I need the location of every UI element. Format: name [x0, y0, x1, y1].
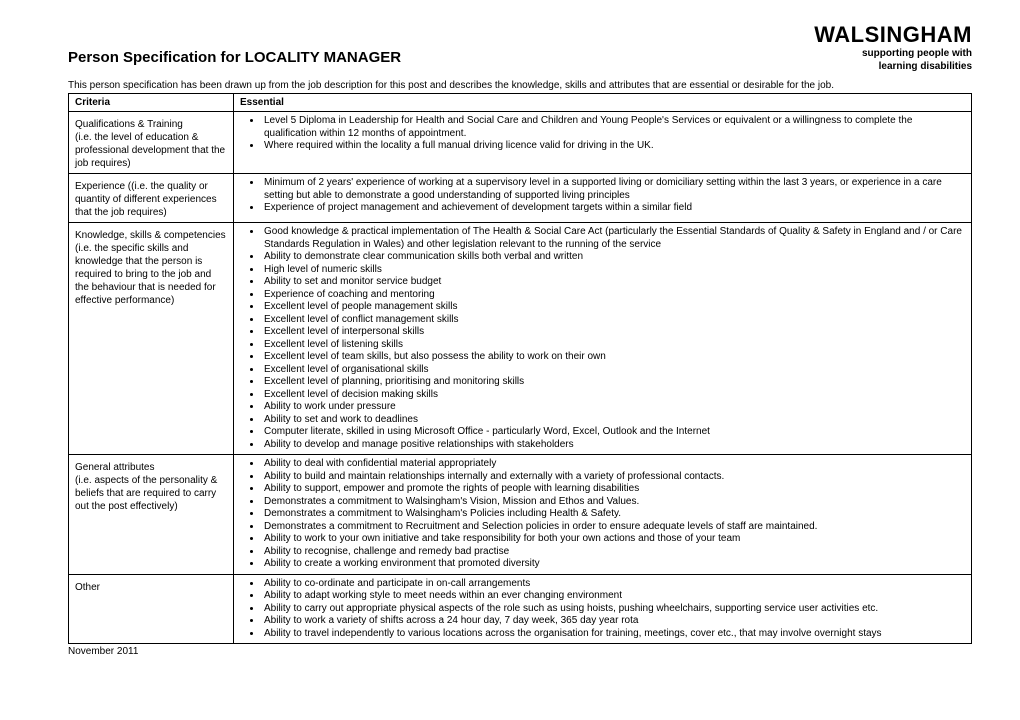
list-item: Ability to work under pressure	[262, 401, 965, 414]
logo-tagline-1: supporting people with	[814, 48, 972, 59]
logo-name: WALSINGHAM	[814, 24, 972, 46]
intro-text: This person specification has been drawn…	[68, 80, 972, 91]
table-row: General attributes(i.e. aspects of the p…	[69, 455, 972, 575]
list-item: High level of numeric skills	[262, 264, 965, 277]
list-item: Excellent level of planning, prioritisin…	[262, 376, 965, 389]
list-item: Level 5 Diploma in Leadership for Health…	[262, 115, 965, 140]
list-item: Ability to co-ordinate and participate i…	[262, 578, 965, 591]
list-item: Ability to demonstrate clear communicati…	[262, 251, 965, 264]
page-title: Person Specification for LOCALITY MANAGE…	[68, 49, 401, 72]
list-item: Excellent level of listening skills	[262, 339, 965, 352]
list-item: Ability to build and maintain relationsh…	[262, 471, 965, 484]
spec-table: Criteria Essential Qualifications & Trai…	[68, 93, 972, 644]
criteria-cell: Experience ((i.e. the quality or quantit…	[69, 174, 234, 223]
list-item: Ability to adapt working style to meet n…	[262, 590, 965, 603]
list-item: Excellent level of decision making skill…	[262, 389, 965, 402]
list-item: Ability to develop and manage positive r…	[262, 439, 965, 452]
list-item: Demonstrates a commitment to Recruitment…	[262, 521, 965, 534]
criteria-cell: General attributes(i.e. aspects of the p…	[69, 455, 234, 575]
list-item: Ability to work a variety of shifts acro…	[262, 615, 965, 628]
footer-date: November 2011	[68, 646, 972, 657]
list-item: Ability to travel independently to vario…	[262, 628, 965, 641]
table-row: Experience ((i.e. the quality or quantit…	[69, 174, 972, 223]
list-item: Excellent level of conflict management s…	[262, 314, 965, 327]
list-item: Experience of coaching and mentoring	[262, 289, 965, 302]
essential-cell: Good knowledge & practical implementatio…	[234, 223, 972, 455]
table-row: Other Ability to co-ordinate and particip…	[69, 574, 972, 644]
essential-list: Minimum of 2 years' experience of workin…	[240, 177, 965, 215]
criteria-cell: Other	[69, 574, 234, 644]
list-item: Excellent level of organisational skills	[262, 364, 965, 377]
list-item: Experience of project management and ach…	[262, 202, 965, 215]
logo: WALSINGHAM supporting people with learni…	[814, 24, 972, 72]
table-head-row: Criteria Essential	[69, 94, 972, 112]
list-item: Excellent level of interpersonal skills	[262, 326, 965, 339]
list-item: Ability to work to your own initiative a…	[262, 533, 965, 546]
list-item: Ability to create a working environment …	[262, 558, 965, 571]
list-item: Demonstrates a commitment to Walsingham'…	[262, 496, 965, 509]
essential-list: Ability to deal with confidential materi…	[240, 458, 965, 571]
essential-list: Level 5 Diploma in Leadership for Health…	[240, 115, 965, 153]
essential-cell: Level 5 Diploma in Leadership for Health…	[234, 112, 972, 174]
table-row: Knowledge, skills & competencies (i.e. t…	[69, 223, 972, 455]
list-item: Ability to set and work to deadlines	[262, 414, 965, 427]
list-item: Ability to deal with confidential materi…	[262, 458, 965, 471]
list-item: Ability to support, empower and promote …	[262, 483, 965, 496]
list-item: Ability to recognise, challenge and reme…	[262, 546, 965, 559]
list-item: Minimum of 2 years' experience of workin…	[262, 177, 965, 202]
list-item: Excellent level of team skills, but also…	[262, 351, 965, 364]
list-item: Demonstrates a commitment to Walsingham'…	[262, 508, 965, 521]
essential-cell: Minimum of 2 years' experience of workin…	[234, 174, 972, 223]
list-item: Computer literate, skilled in using Micr…	[262, 426, 965, 439]
head-essential: Essential	[234, 94, 972, 112]
essential-list: Good knowledge & practical implementatio…	[240, 226, 965, 451]
head-criteria: Criteria	[69, 94, 234, 112]
list-item: Ability to set and monitor service budge…	[262, 276, 965, 289]
essential-cell: Ability to deal with confidential materi…	[234, 455, 972, 575]
list-item: Ability to carry out appropriate physica…	[262, 603, 965, 616]
list-item: Where required within the locality a ful…	[262, 140, 965, 153]
criteria-cell: Knowledge, skills & competencies (i.e. t…	[69, 223, 234, 455]
list-item: Excellent level of people management ski…	[262, 301, 965, 314]
essential-list: Ability to co-ordinate and participate i…	[240, 578, 965, 641]
essential-cell: Ability to co-ordinate and participate i…	[234, 574, 972, 644]
header: Person Specification for LOCALITY MANAGE…	[68, 24, 972, 72]
table-row: Qualifications & Training(i.e. the level…	[69, 112, 972, 174]
list-item: Good knowledge & practical implementatio…	[262, 226, 965, 251]
logo-tagline-2: learning disabilities	[814, 61, 972, 72]
criteria-cell: Qualifications & Training(i.e. the level…	[69, 112, 234, 174]
